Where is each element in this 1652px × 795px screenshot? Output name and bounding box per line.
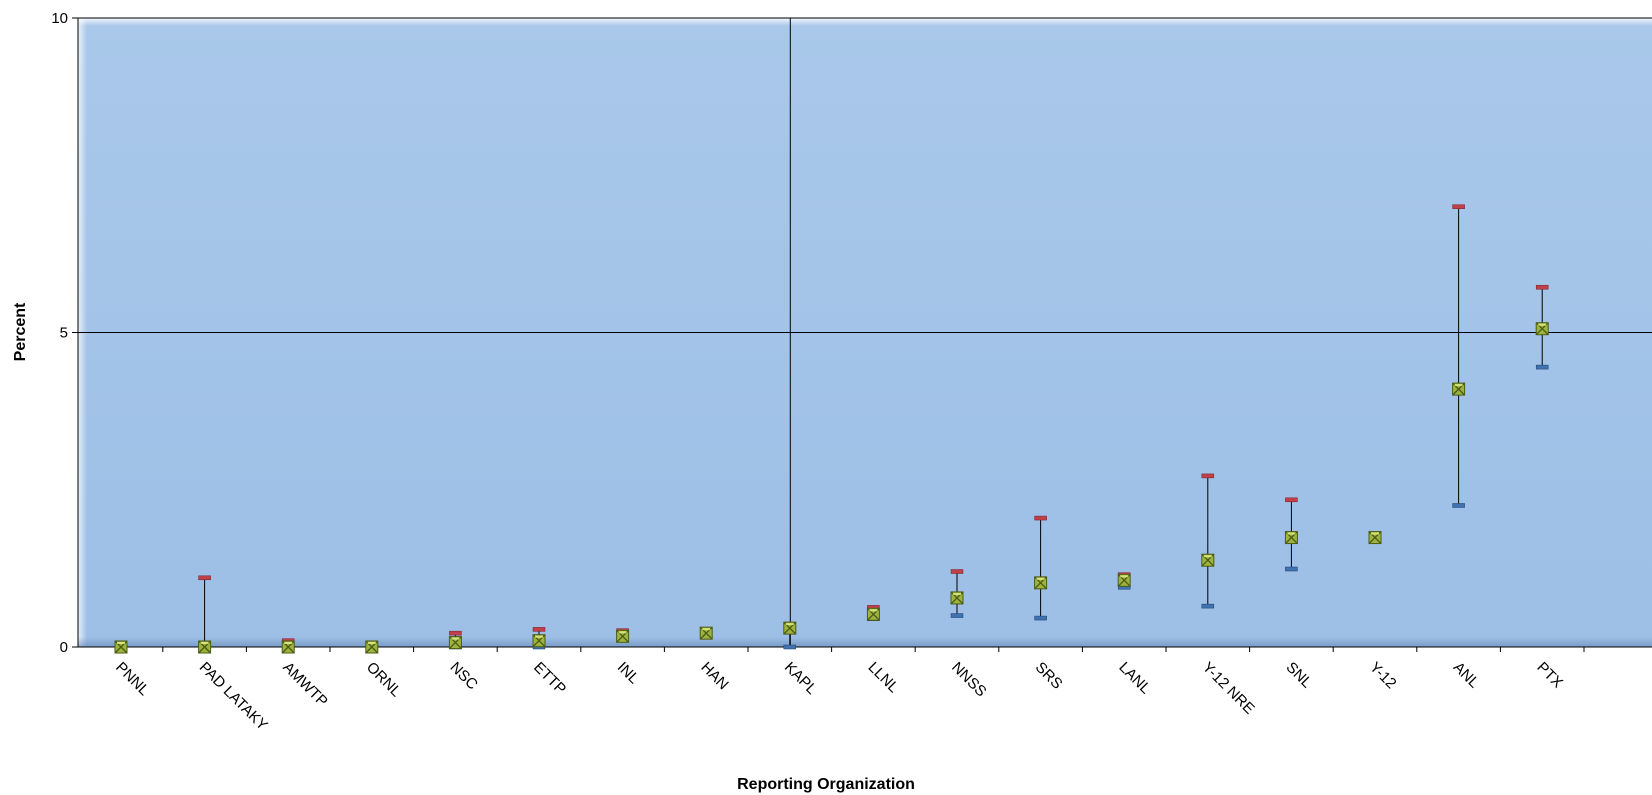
data-point-highlight bbox=[451, 637, 460, 640]
y-tick-label: 5 bbox=[60, 325, 68, 342]
error-cap-upper bbox=[1535, 284, 1549, 290]
error-cap-upper bbox=[198, 575, 211, 581]
data-point bbox=[699, 626, 713, 640]
error-cap-upper bbox=[950, 569, 964, 574]
error-cap-upper bbox=[1285, 497, 1298, 503]
data-point bbox=[532, 634, 546, 648]
data-point-highlight bbox=[1371, 532, 1379, 535]
data-point bbox=[281, 640, 295, 654]
data-point bbox=[1117, 573, 1131, 587]
x-tick-label: PAD LATAKY bbox=[196, 659, 271, 734]
error-cap-lower bbox=[1285, 566, 1298, 572]
plot-bevel-bottom bbox=[78, 637, 1652, 647]
error-cap-upper bbox=[1034, 515, 1047, 521]
error-cap-upper bbox=[1452, 204, 1465, 209]
data-point bbox=[950, 591, 964, 605]
data-point-highlight bbox=[284, 642, 293, 644]
error-cap-upper bbox=[449, 630, 462, 636]
error-cap-upper bbox=[532, 627, 546, 632]
data-point bbox=[783, 621, 797, 635]
x-tick-label: PTX bbox=[1533, 659, 1566, 692]
error-cap-lower bbox=[1452, 503, 1465, 508]
data-point-highlight bbox=[1538, 323, 1547, 326]
data-point-highlight bbox=[1036, 577, 1045, 580]
data-point bbox=[1535, 322, 1549, 336]
error-cap-upper bbox=[1201, 473, 1215, 479]
data-point bbox=[114, 640, 128, 654]
x-tick-label: LLNL bbox=[865, 659, 902, 696]
error-cap-lower bbox=[1201, 603, 1215, 609]
x-tick-label: ANL bbox=[1450, 659, 1483, 692]
x-tick-label: KAPL bbox=[781, 659, 820, 698]
x-tick-label: ETTP bbox=[530, 659, 569, 698]
x-tick-label: AMWTP bbox=[279, 659, 330, 710]
x-tick-label: SNL bbox=[1283, 659, 1316, 692]
data-point bbox=[1368, 531, 1382, 545]
x-axis-title: Reporting Organization bbox=[737, 776, 915, 793]
x-tick-label: NNSS bbox=[948, 659, 989, 700]
data-markers bbox=[114, 322, 1549, 654]
data-point bbox=[1452, 382, 1466, 396]
data-point bbox=[448, 636, 462, 650]
data-point bbox=[1201, 553, 1215, 567]
data-point-highlight bbox=[618, 631, 627, 634]
error-cap-lower bbox=[950, 613, 964, 618]
y-axis-tick-labels: 0 5 10 bbox=[51, 10, 68, 656]
gridlines bbox=[78, 17, 1652, 647]
y-tick-label: 10 bbox=[51, 10, 68, 27]
error-cap-lower bbox=[1034, 615, 1047, 621]
x-tick-label: HAN bbox=[697, 659, 731, 693]
data-point-highlight bbox=[953, 592, 961, 595]
data-point-highlight bbox=[535, 635, 543, 638]
data-point-highlight bbox=[1120, 575, 1129, 578]
error-cap-lower bbox=[1535, 364, 1549, 370]
x-tick-label: ORNL bbox=[363, 659, 404, 700]
data-point-highlight bbox=[1203, 555, 1212, 558]
data-point-highlight bbox=[869, 609, 878, 612]
data-point bbox=[198, 640, 212, 654]
data-point-highlight bbox=[1454, 384, 1463, 387]
x-tick-label: NSC bbox=[447, 659, 482, 694]
data-point-highlight bbox=[367, 642, 376, 644]
plot-bevel-top bbox=[78, 18, 1652, 26]
x-tick-label: Y-12 NRE bbox=[1199, 659, 1258, 718]
data-point bbox=[866, 607, 880, 621]
x-tick-label: Y-12 bbox=[1366, 659, 1399, 692]
x-tick-label: SRS bbox=[1032, 659, 1066, 693]
axes bbox=[72, 17, 1652, 652]
data-point bbox=[1034, 576, 1048, 590]
x-tick-label: LANL bbox=[1115, 659, 1154, 698]
data-point-highlight bbox=[117, 642, 125, 644]
data-point bbox=[1284, 531, 1298, 545]
x-tick-label: INL bbox=[614, 659, 643, 688]
y-axis-title: Percent bbox=[12, 302, 29, 361]
data-point-highlight bbox=[785, 623, 794, 626]
data-point-highlight bbox=[200, 642, 209, 644]
x-tick-label: PNNL bbox=[112, 659, 152, 699]
x-axis-tick-labels: PNNL PAD LATAKY AMWTP ORNL NSC ETTP INL HAN KAPL… bbox=[112, 659, 1566, 734]
data-point-highlight bbox=[1287, 532, 1296, 535]
data-point bbox=[616, 629, 630, 643]
error-cap-lower bbox=[783, 644, 797, 650]
y-tick-label: 0 bbox=[60, 639, 68, 656]
data-point bbox=[365, 640, 379, 654]
data-point-highlight bbox=[702, 628, 711, 631]
